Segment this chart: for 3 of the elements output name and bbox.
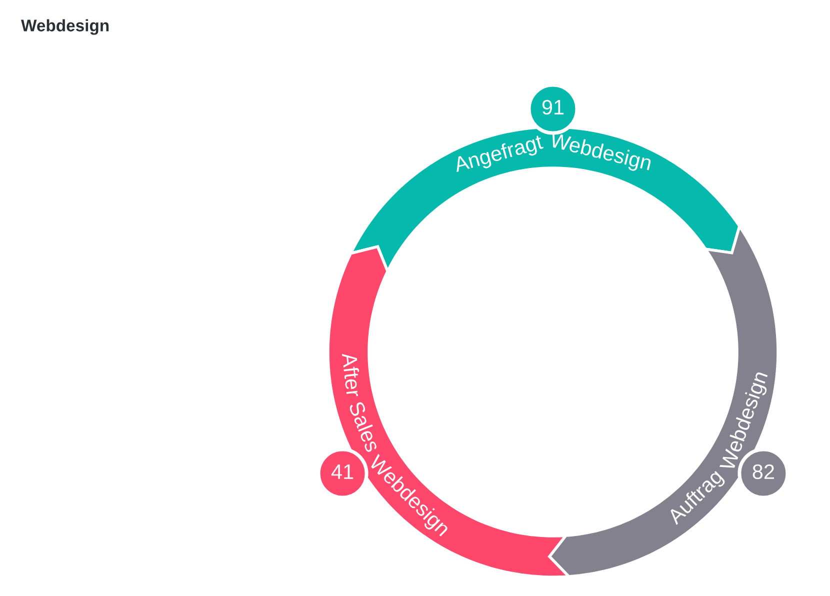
data-label: 91: [542, 100, 564, 115]
text: Webdesign: [21, 19, 109, 35]
data-label: 41: [331, 464, 354, 479]
